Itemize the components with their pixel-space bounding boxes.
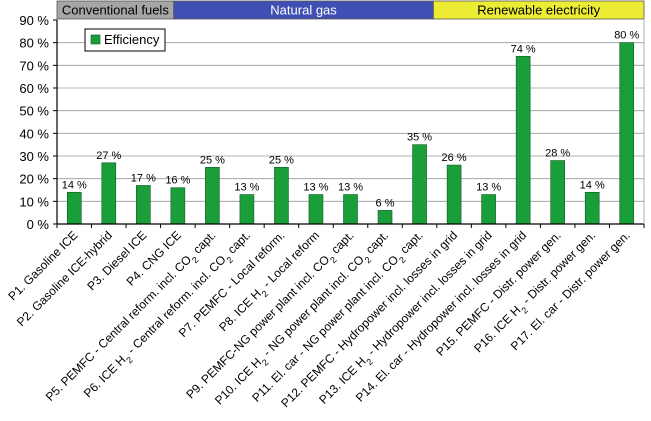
y-tick-label: 20 % — [19, 172, 49, 187]
band-label-renewable-electricity: Renewable electricity — [477, 3, 600, 18]
data-label-p11: 35 % — [407, 132, 432, 144]
y-tick-label: 70 % — [19, 58, 49, 73]
bar-p17 — [619, 42, 635, 225]
band-label-conventional-fuels: Conventional fuels — [62, 3, 169, 18]
legend-label-efficiency: Efficiency — [104, 32, 160, 47]
data-label-p16: 14 % — [580, 179, 605, 191]
group-bands: Conventional fuels Natural gas Renewable e… — [56, 0, 645, 20]
y-tick-label: 80 % — [19, 36, 49, 51]
y-tick-label: 60 % — [19, 81, 49, 96]
y-tick-label: 50 % — [19, 104, 49, 119]
bar-p15 — [550, 160, 565, 225]
bars — [66, 42, 635, 225]
bar-p10 — [377, 210, 393, 225]
bar-p11 — [412, 144, 427, 225]
data-label-p14: 74 % — [511, 43, 536, 55]
grid-lines — [57, 42, 644, 202]
data-label-p5: 25 % — [200, 154, 225, 166]
legend: Efficiency — [84, 28, 166, 52]
y-tick-label: 90 % — [19, 13, 49, 28]
data-label-p4: 16 % — [165, 175, 190, 187]
data-label-p17: 80 % — [614, 30, 639, 42]
y-tick-label: 10 % — [19, 194, 49, 209]
bar-p16 — [584, 191, 600, 225]
data-label-p13: 13 % — [476, 182, 501, 194]
y-tick-label: 0 % — [27, 217, 50, 232]
data-labels: 14 % 27 % 17 % 16 % 25 % 13 % 25 % 13 % 13 % 6 % 3… — [62, 30, 640, 210]
bar-p6 — [239, 194, 255, 225]
bar-p9 — [343, 194, 358, 225]
bar-p3 — [136, 185, 151, 225]
data-label-p2: 27 % — [96, 150, 121, 162]
legend-swatch-efficiency — [90, 34, 101, 45]
bar-p1 — [66, 191, 82, 225]
data-label-p7: 25 % — [269, 154, 294, 166]
data-label-p15: 28 % — [545, 148, 570, 160]
data-label-p1: 14 % — [62, 179, 87, 191]
data-label-p9: 13 % — [338, 182, 363, 194]
bar-p13 — [481, 194, 496, 225]
data-label-p12: 26 % — [442, 152, 467, 164]
y-axis-ticks: 0 % 10 % 20 % 30 % 40 % 50 % 60 % 70 % 80 % 90 % — [19, 13, 57, 232]
bar-p8 — [308, 194, 324, 225]
data-label-p8: 13 % — [303, 182, 328, 194]
y-tick-label: 30 % — [19, 149, 49, 164]
data-label-p6: 13 % — [234, 182, 259, 194]
y-tick-label: 40 % — [19, 126, 49, 141]
bar-p7 — [274, 167, 289, 225]
band-label-natural-gas: Natural gas — [270, 3, 337, 18]
bar-p4 — [170, 187, 186, 225]
legend-box — [84, 28, 166, 52]
data-label-p3: 17 % — [131, 172, 156, 184]
bar-p2 — [101, 162, 117, 225]
axes — [56, 20, 645, 225]
bar-p12 — [446, 164, 462, 225]
bar-p14 — [515, 55, 531, 225]
bar-p5 — [205, 167, 220, 225]
band-renewable-electricity — [432, 0, 645, 20]
data-label-p10: 6 % — [376, 197, 395, 209]
